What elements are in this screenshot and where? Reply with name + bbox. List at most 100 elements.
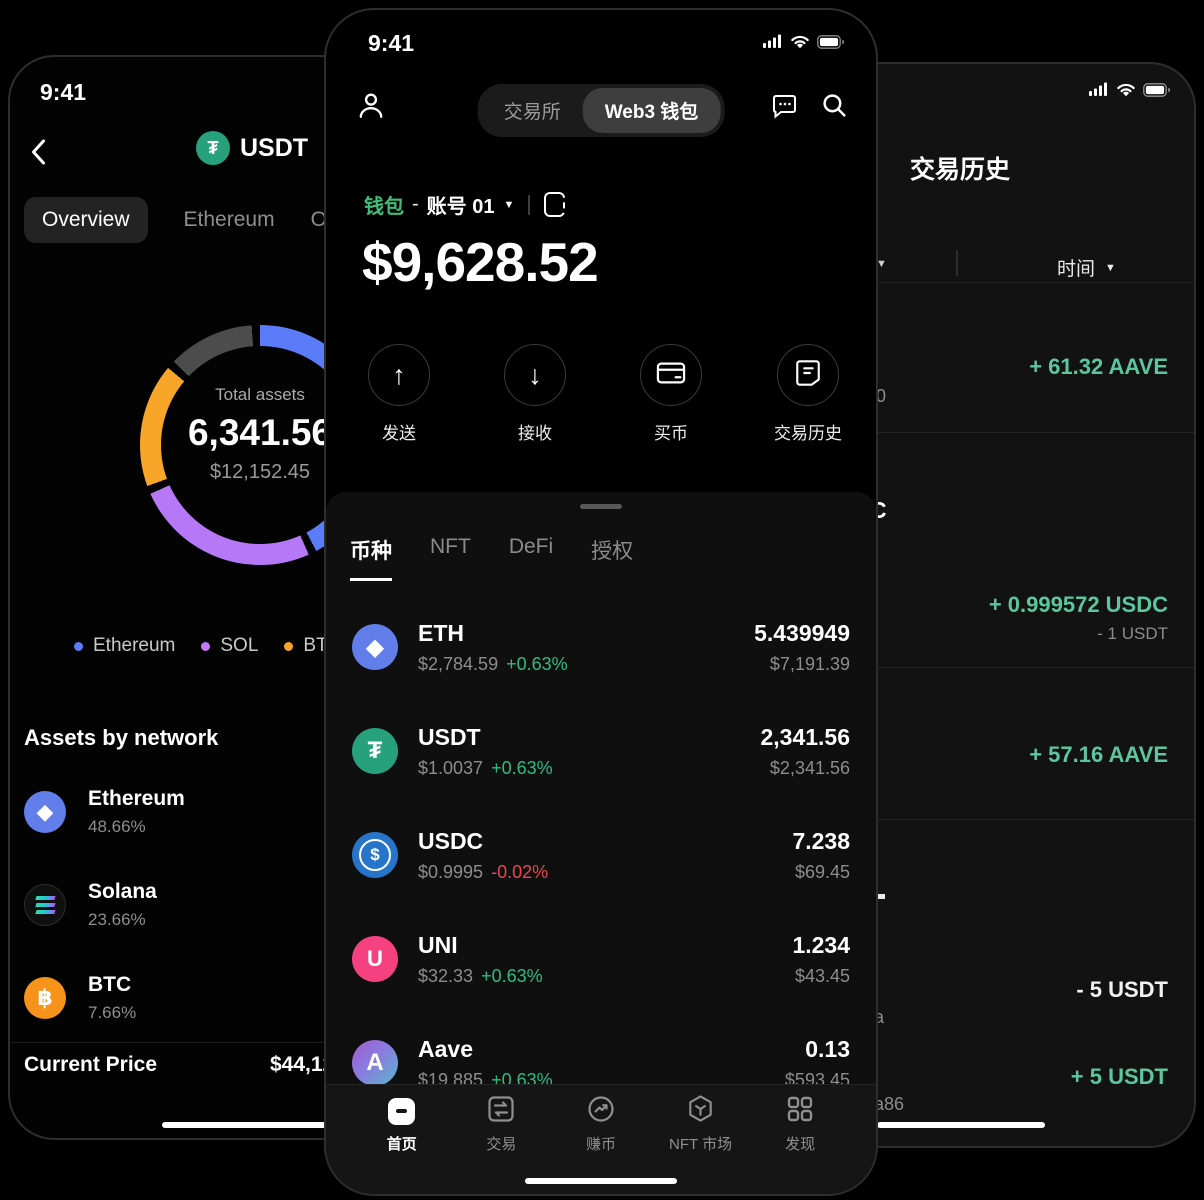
divider xyxy=(528,194,531,215)
center-phone-wallet-home: 9:41 交易所 Web3 钱包 钱包 - 账号 01 ▼ $9,628.52 xyxy=(324,8,878,1196)
current-price-label: Current Price xyxy=(24,1053,158,1076)
network-row-btc[interactable]: ฿ BTC 7.66% xyxy=(10,951,366,1044)
back-chevron-icon xyxy=(28,139,50,171)
status-icons xyxy=(763,34,845,54)
grid-icon xyxy=(785,1094,815,1129)
earn-icon xyxy=(586,1094,616,1129)
wifi-icon xyxy=(1116,82,1136,102)
chevron-down-icon: ▼ xyxy=(1105,261,1116,274)
token-row-eth[interactable]: ◆ ETH $2,784.59 +0.63% 5.439949 $7,191.39 xyxy=(326,595,876,699)
tab-nft[interactable]: NFT xyxy=(430,535,471,558)
divider xyxy=(838,432,1194,433)
nft-hexagon-icon xyxy=(685,1093,716,1129)
footer-divider xyxy=(10,1042,366,1043)
page-title: USDT xyxy=(240,133,309,162)
network-row-solana[interactable]: Solana 23.66% xyxy=(10,858,366,951)
assets-panel: 币种 NFT DeFi 授权 ◆ ETH $2,784.59 +0.63% 5.4… xyxy=(326,492,876,1194)
total-assets-value: 6,341.56 xyxy=(187,412,333,453)
network-row-ethereum[interactable]: ◆ Ethereum 48.66% xyxy=(10,765,366,858)
token-row-usdc[interactable]: $ USDC $0.9995 -0.02% 7.238 $69.45 xyxy=(326,803,876,907)
network-list: ◆ Ethereum 48.66% Solana 23.66% ฿ BTC xyxy=(10,765,366,1044)
document-icon xyxy=(794,358,822,393)
total-assets-label: Total assets xyxy=(215,385,305,404)
tab-defi[interactable]: DeFi xyxy=(508,535,554,558)
status-icons xyxy=(1089,82,1171,102)
wallet-label: 钱包 xyxy=(364,196,404,218)
legend-dot-btc xyxy=(284,641,294,651)
token-list: ◆ ETH $2,784.59 +0.63% 5.439949 $7,191.39… xyxy=(326,595,876,1115)
transaction-amount[interactable]: + 0.999572 USDC xyxy=(988,592,1168,617)
wifi-icon xyxy=(790,34,810,54)
right-phone-transaction-history: 交易历史 ▼ 时间 ▼ + 61.32 AAVE 0 C + 0.999572 … xyxy=(836,62,1196,1148)
card-icon xyxy=(655,359,687,392)
battery-icon xyxy=(1143,82,1171,102)
person-icon xyxy=(356,93,386,124)
signal-icon xyxy=(1089,82,1109,102)
token-row-usdt[interactable]: ₮ USDT $1.0037 +0.63% 2,341.56 $2,341.56 xyxy=(326,699,876,803)
nav-earn[interactable]: 赚币 xyxy=(551,1095,651,1194)
current-price-value: $44,12 xyxy=(270,1053,335,1076)
segmented-control: 交易所 Web3 钱包 xyxy=(477,84,725,137)
chat-button[interactable] xyxy=(771,92,798,124)
page-title-group: ₮ USDT xyxy=(196,131,308,165)
profile-button[interactable] xyxy=(356,90,386,125)
time-filter[interactable]: 时间 ▼ xyxy=(1057,259,1116,280)
legend-sol: SOL xyxy=(201,635,258,657)
nav-trade[interactable]: 交易 xyxy=(452,1095,552,1194)
search-button[interactable] xyxy=(821,92,848,124)
buy-crypto-button[interactable]: 买币 xyxy=(611,344,731,444)
divider xyxy=(838,819,1194,820)
home-indicator xyxy=(877,1122,1045,1128)
tab-overview[interactable]: Overview xyxy=(24,197,148,243)
home-indicator xyxy=(525,1178,677,1184)
token-row-uni[interactable]: U UNI $32.33 +0.63% 1.234 $43.45 xyxy=(326,907,876,1011)
tab-coins[interactable]: 币种 xyxy=(350,535,392,581)
usdt-icon: ₮ xyxy=(352,728,398,774)
send-button[interactable]: ↑ 发送 xyxy=(339,344,459,444)
transaction-amount[interactable]: - 5 USDT xyxy=(1076,977,1168,1002)
asset-type-tabs: 币种 NFT DeFi 授权 xyxy=(350,535,876,581)
nav-discover[interactable]: 发现 xyxy=(750,1095,850,1194)
tab-clipped[interactable]: O xyxy=(310,208,327,231)
chart-legend: Ethereum SOL BTC xyxy=(74,635,341,657)
usdt-icon: ₮ xyxy=(196,131,230,165)
tab-approvals[interactable]: 授权 xyxy=(591,540,634,563)
tab-ethereum[interactable]: Ethereum xyxy=(183,208,275,231)
home-icon xyxy=(388,1097,416,1125)
aave-icon: A xyxy=(352,1040,398,1086)
tab-exchange[interactable]: 交易所 xyxy=(503,102,561,123)
chat-icon xyxy=(771,95,798,123)
legend-dot-ethereum xyxy=(74,641,83,651)
transaction-amount[interactable]: + 57.16 AAVE xyxy=(1029,742,1168,767)
bottom-nav: 首页 交易 赚币 NFT 市场 发现 xyxy=(326,1084,876,1194)
donut-center: Total assets 6,341.56 $12,152.45 xyxy=(140,325,366,484)
receive-button[interactable]: ↓ 接收 xyxy=(475,344,595,444)
divider xyxy=(838,282,1194,283)
account-selector[interactable]: 钱包 - 账号 01 ▼ xyxy=(364,190,566,219)
status-time: 9:41 xyxy=(40,79,87,105)
battery-icon xyxy=(817,34,845,54)
legend-dot-sol xyxy=(201,641,211,651)
transaction-sub-amount: - 1 USDT xyxy=(1097,624,1168,643)
asset-tabs: Overview Ethereum O xyxy=(24,197,327,243)
tab-web3-wallet[interactable]: Web3 钱包 xyxy=(582,88,721,133)
total-assets-usd: $12,152.45 xyxy=(209,461,311,483)
ethereum-icon: ◆ xyxy=(24,790,66,833)
transaction-amount[interactable]: + 61.32 AAVE xyxy=(1029,354,1168,379)
nav-home[interactable]: 首页 xyxy=(352,1095,452,1194)
back-button[interactable] xyxy=(28,137,50,172)
clipped-filter-caret-icon[interactable]: ▼ xyxy=(876,258,887,270)
transaction-history-button[interactable]: 交易历史 xyxy=(748,344,868,444)
home-indicator xyxy=(162,1122,362,1128)
copy-address-icon[interactable] xyxy=(544,192,566,217)
clipped-text-fragment: 0 xyxy=(876,386,887,406)
nav-nft-market[interactable]: NFT 市场 xyxy=(651,1095,751,1194)
trade-icon xyxy=(486,1094,516,1129)
chevron-down-icon: ▼ xyxy=(503,198,515,211)
drag-handle[interactable] xyxy=(580,504,622,509)
arrow-up-icon: ↑ xyxy=(392,359,406,390)
solana-icon xyxy=(24,883,66,926)
account-name: 账号 01 xyxy=(426,196,495,218)
arrow-down-icon: ↓ xyxy=(528,359,542,390)
transaction-amount[interactable]: + 5 USDT xyxy=(1070,1064,1168,1089)
